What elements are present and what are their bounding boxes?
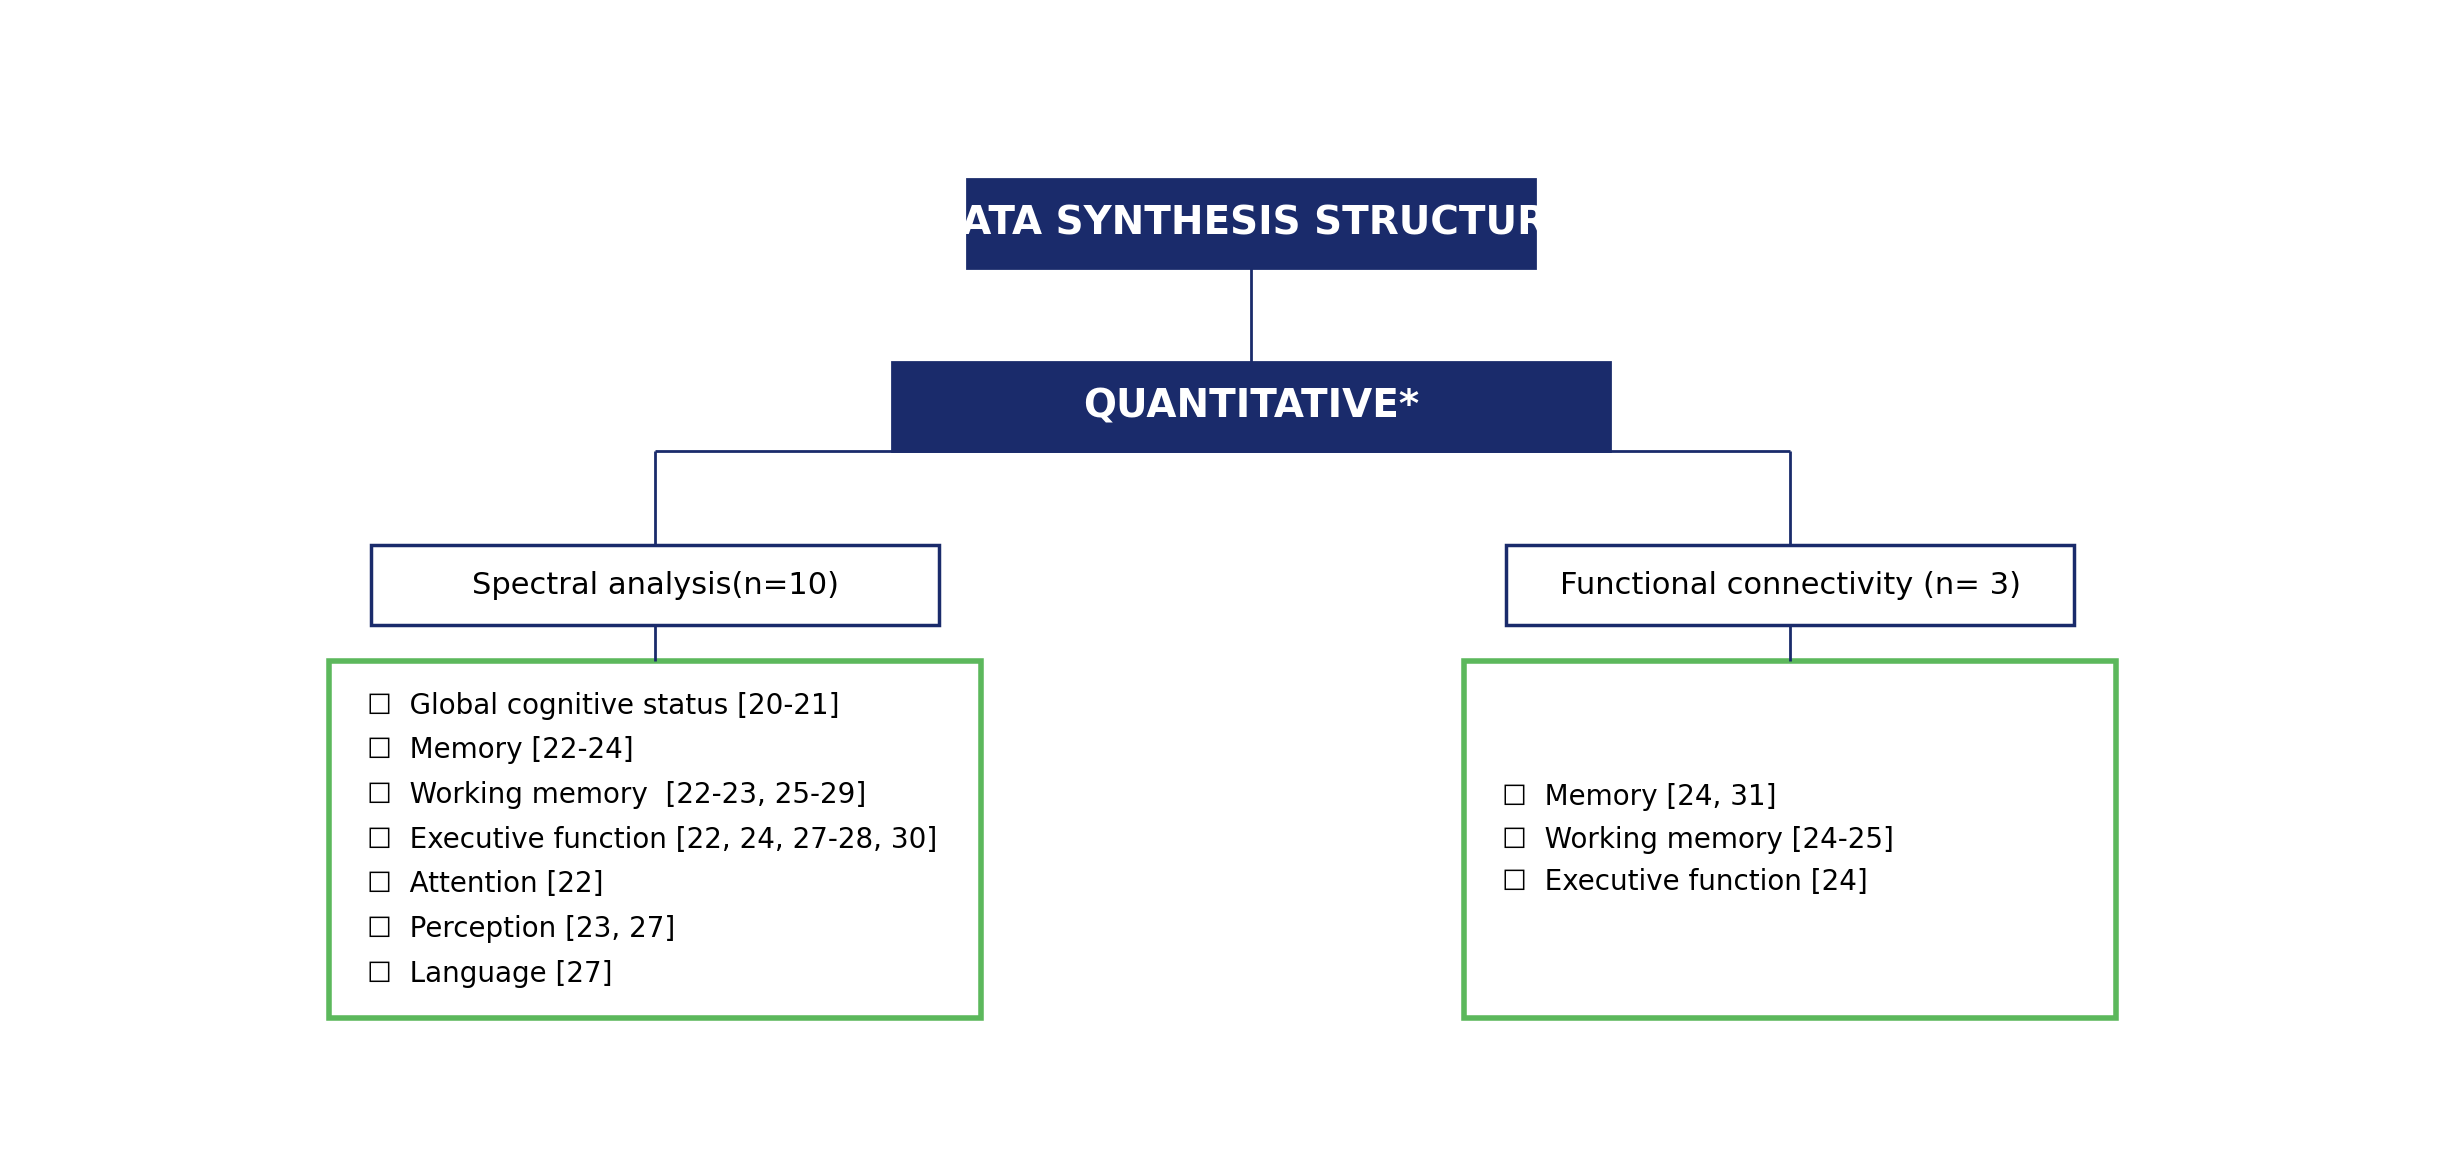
Text: ☐  Language [27]: ☐ Language [27]	[366, 960, 613, 987]
Text: ☐  Memory [24, 31]: ☐ Memory [24, 31]	[1501, 782, 1777, 811]
Text: ☐  Memory [22-24]: ☐ Memory [22-24]	[366, 736, 632, 765]
FancyBboxPatch shape	[967, 180, 1535, 269]
FancyBboxPatch shape	[1506, 545, 2075, 626]
Text: Functional connectivity (n= 3): Functional connectivity (n= 3)	[1560, 570, 2021, 600]
FancyBboxPatch shape	[891, 363, 1611, 452]
Text: ☐  Working memory [24-25]: ☐ Working memory [24-25]	[1501, 825, 1894, 854]
FancyBboxPatch shape	[330, 661, 981, 1018]
Text: ☐  Global cognitive status [20-21]: ☐ Global cognitive status [20-21]	[366, 692, 840, 720]
FancyBboxPatch shape	[371, 545, 940, 626]
Text: DATA SYNTHESIS STRUCTURE: DATA SYNTHESIS STRUCTURE	[928, 205, 1574, 243]
Text: ☐  Working memory  [22-23, 25-29]: ☐ Working memory [22-23, 25-29]	[366, 781, 867, 809]
Text: ☐  Executive function [24]: ☐ Executive function [24]	[1501, 868, 1867, 896]
Text: ☐  Perception [23, 27]: ☐ Perception [23, 27]	[366, 914, 674, 943]
FancyBboxPatch shape	[1465, 661, 2116, 1018]
Text: ☐  Executive function [22, 24, 27-28, 30]: ☐ Executive function [22, 24, 27-28, 30]	[366, 825, 937, 854]
Text: QUANTITATIVE*: QUANTITATIVE*	[1084, 388, 1418, 425]
Text: Spectral analysis(n=10): Spectral analysis(n=10)	[471, 570, 840, 600]
Text: ☐  Attention [22]: ☐ Attention [22]	[366, 870, 603, 898]
